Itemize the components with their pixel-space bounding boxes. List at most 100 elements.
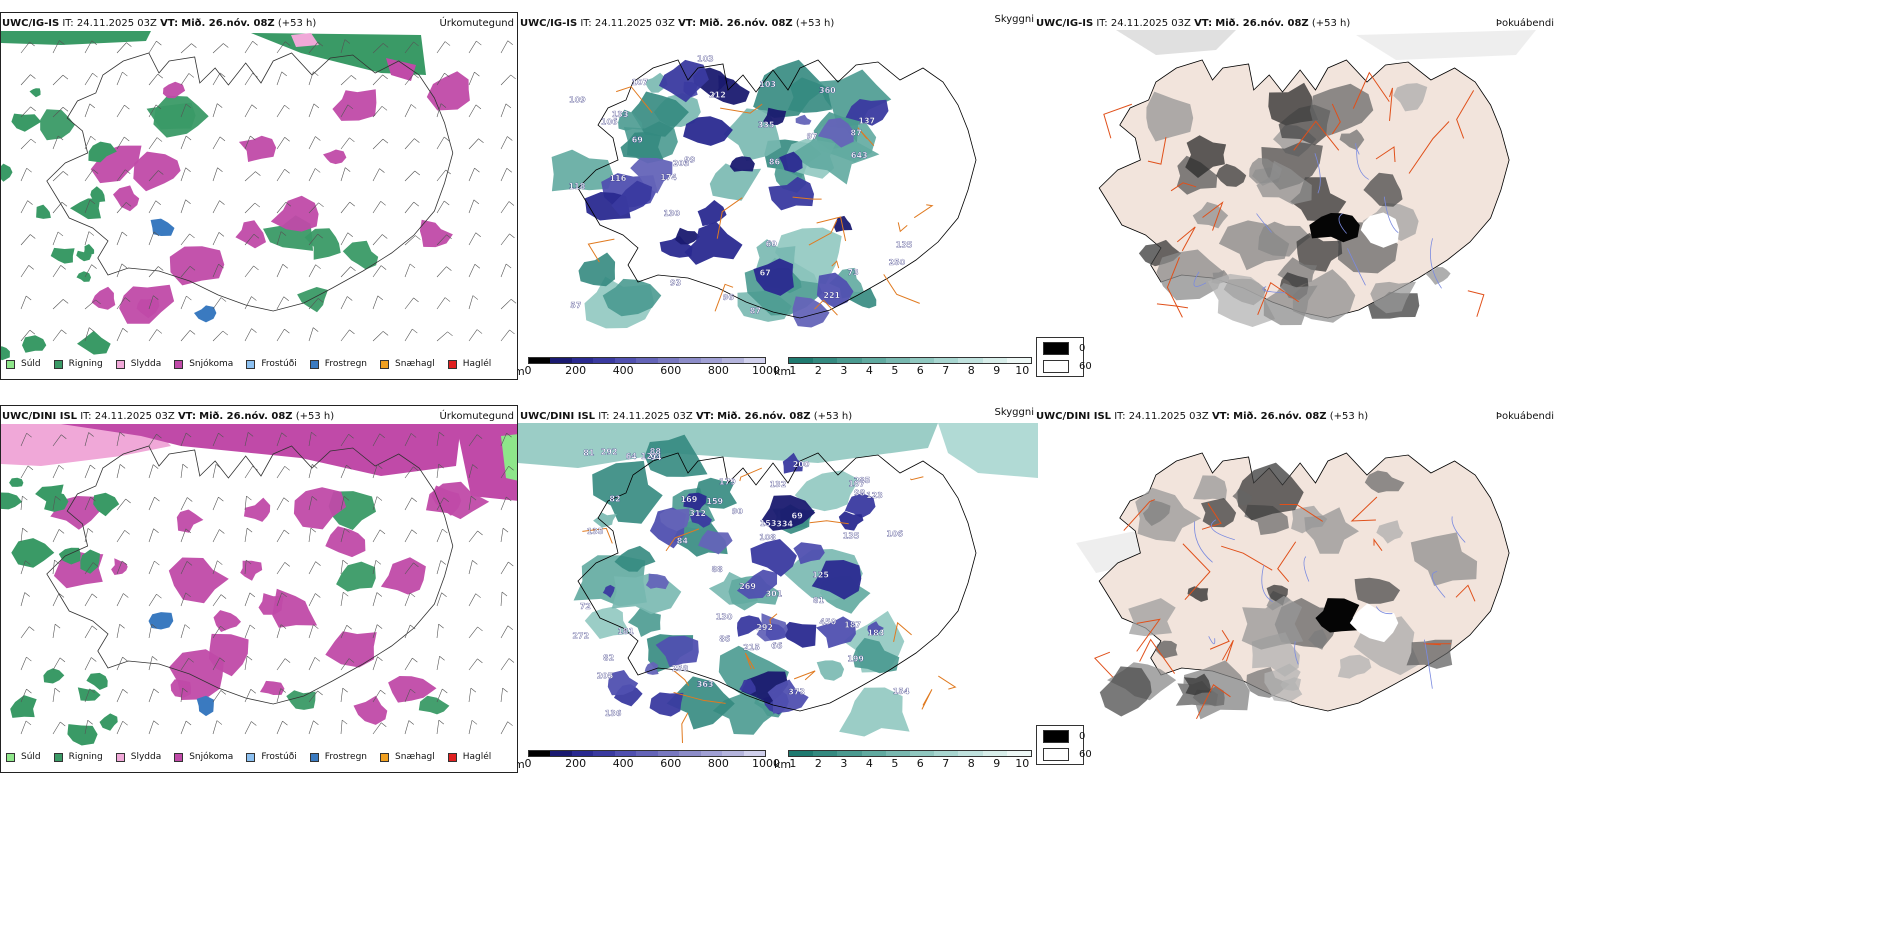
legend-swatch (53, 752, 63, 762)
legend-item: Frostregn (309, 752, 367, 762)
visibility-value: 205 (597, 672, 614, 681)
colorbar-cell (657, 751, 680, 756)
colorbar-cell (679, 358, 701, 363)
visibility-value: 292 (756, 623, 773, 632)
row1-ptype-legend: Súld Rigning Slydda Snjókoma Frostúði Frostre… (6, 359, 504, 369)
colorbar-cell (571, 751, 594, 756)
visibility-value: 154 (893, 687, 910, 696)
visibility-value: 73 (848, 268, 859, 277)
row2-ptype-panel: UWC/DINI ISL IT: 24.11.2025 03Z VT: Mið.… (0, 405, 518, 773)
ptype-map-graphic (1, 31, 517, 361)
legend-swatch (380, 752, 390, 762)
colorbar-cell (934, 358, 959, 363)
visibility-value: 86 (719, 634, 731, 643)
visibility-value: 159 (706, 497, 723, 506)
colorbar-tick: 9 (993, 364, 1001, 377)
colorbar-tick: 1 (789, 757, 797, 770)
visibility-value: 203 (673, 159, 690, 168)
legend-item: Rigning (53, 752, 103, 762)
colorbar-tick: 9 (993, 757, 1001, 770)
colorbar-unit-km: km (774, 365, 792, 378)
colorbar-tick: 800 (707, 757, 729, 770)
row2-ptype-title: Úrkomutegund (439, 411, 514, 422)
it-value: 24.11.2025 03Z (1110, 18, 1191, 29)
visibility-value: 169 (681, 495, 698, 504)
legend-label: Súld (21, 752, 41, 762)
colorbar-tick: 200 (565, 757, 587, 770)
vt-value: Mið. 26.nóv. 08Z (1233, 411, 1327, 422)
row2-ptype-header: UWC/DINI ISL IT: 24.11.2025 03Z VT: Mið.… (2, 411, 334, 422)
colorbar-tick: 2 (814, 364, 822, 377)
colorbar-cell (593, 751, 615, 756)
legend-swatch (246, 752, 256, 762)
visibility-value: 360 (819, 86, 836, 95)
road-network (1093, 496, 1476, 720)
legend-label: Snæhagl (395, 359, 435, 369)
visibility-value: 643 (851, 151, 868, 160)
row1-fog-header: UWC/IG-IS IT: 24.11.2025 03Z VT: Mið. 26… (1036, 18, 1350, 29)
visibility-value: 130 (716, 612, 733, 621)
model-name: UWC/IG-IS (2, 18, 60, 29)
colorbar-cell (813, 751, 838, 756)
visibility-value: 107 (631, 78, 648, 87)
visibility-value: 103 (759, 80, 776, 89)
visibility-value: 136 (605, 709, 622, 718)
vt-label: VT: (1194, 18, 1213, 29)
colorbar-cell (743, 358, 765, 363)
fog-field (1098, 30, 1536, 327)
visibility-value: 181 (617, 627, 634, 636)
colorbar-tick: 7 (942, 364, 950, 377)
visibility-values: 643 335 87 97 135 109 103 73 118 360 96 137 60 69 250 2… (568, 54, 913, 315)
rivers (1193, 143, 1442, 294)
legend-item: Súld (6, 752, 41, 762)
visibility-value: 88 (650, 447, 662, 456)
colorbar-cell (982, 751, 1007, 756)
vt-label: VT: (695, 411, 714, 422)
ptype-map-graphic (1, 424, 517, 746)
colorbar-cell (571, 358, 594, 363)
vt-label: VT: (1211, 411, 1230, 422)
wind-barbs (20, 431, 515, 735)
visibility-value: 285 (854, 476, 871, 485)
legend-swatch (115, 359, 125, 369)
it-label: IT: (580, 18, 592, 29)
colorbar-cell (550, 358, 572, 363)
colorbar-tick: 5 (891, 364, 899, 377)
model-name: UWC/DINI ISL (1036, 411, 1112, 422)
colorbar-cell (982, 358, 1007, 363)
colorbar-cell (614, 751, 637, 756)
colorbar-cell (789, 358, 814, 363)
vt-label: VT: (177, 411, 196, 422)
visibility-value: 98 (854, 489, 866, 498)
it-value: 24.11.2025 03Z (76, 18, 157, 29)
visibility-value: 82 (609, 494, 620, 503)
visibility-value: 122 (641, 452, 658, 461)
colorbar-tick: 400 (612, 364, 634, 377)
colorbar-tick: 4 (865, 757, 873, 770)
legend-label: Frostúði (261, 359, 297, 369)
colorbar-unit-m: m (518, 758, 525, 771)
visibility-value: 199 (847, 655, 864, 664)
visibility-value: 312 (689, 509, 706, 518)
model-name: UWC/DINI ISL (520, 411, 596, 422)
fog-map-graphic (1098, 30, 1536, 327)
visibility-value: 250 (889, 258, 906, 267)
visibility-value: 187 (844, 620, 861, 629)
row2-fog-key: 0 60 (1036, 725, 1092, 765)
lead-time: (+53 h) (277, 18, 317, 29)
colorbar-cell (861, 358, 886, 363)
visibility-value: 103 (697, 55, 714, 64)
row1-vis-panel: UWC/IG-IS IT: 24.11.2025 03Z VT: Mið. 26… (518, 12, 1038, 380)
ptype-field (1, 424, 517, 746)
colorbar-tick: 6 (916, 364, 924, 377)
visibility-values: 122 205 292 215 66 84 135 153 82 179 259 450 125 181 3… (572, 447, 910, 718)
visibility-value: 118 (569, 182, 586, 191)
visibility-value: 96 (723, 293, 735, 302)
it-label: IT: (1096, 18, 1108, 29)
coastline (577, 452, 977, 712)
visibility-value: 64 (626, 452, 638, 461)
row2-fog-title: Þokuábendi (1495, 411, 1554, 422)
visibility-value: 108 (759, 533, 776, 542)
colorbar-cell (700, 751, 723, 756)
legend-label: Haglél (462, 359, 492, 369)
